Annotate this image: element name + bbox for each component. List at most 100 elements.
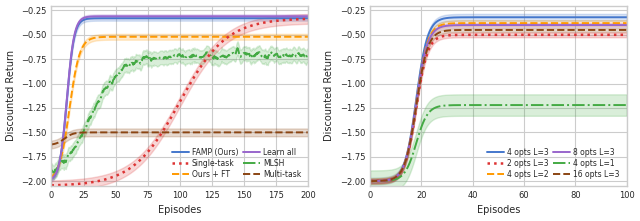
- 8 opts L=3: [622, 24, 630, 26]
- 8 opts L=3: [519, 24, 527, 26]
- 8 opts L=3: [488, 24, 496, 26]
- Line: Learn all: Learn all: [51, 16, 308, 179]
- MLSH: [234, 47, 241, 50]
- Y-axis label: Discounted Return: Discounted Return: [324, 50, 334, 141]
- 4 opts L=2: [519, 22, 527, 25]
- Learn all: [170, 15, 177, 18]
- 4 opts L=2: [490, 22, 497, 25]
- Line: Multi-task: Multi-task: [51, 132, 308, 145]
- 4 opts L=3: [366, 180, 374, 182]
- 16 opts L=3: [488, 29, 496, 31]
- Ours + FT: [186, 35, 194, 38]
- Single-task: [304, 18, 312, 20]
- Multi-task: [209, 131, 216, 134]
- Single-task: [186, 82, 194, 85]
- FAMP (Ours): [170, 17, 177, 20]
- 2 opts L=3: [616, 34, 624, 36]
- MLSH: [50, 171, 58, 174]
- Multi-task: [200, 131, 208, 134]
- Learn all: [298, 15, 306, 18]
- 4 opts L=2: [366, 180, 374, 182]
- Ours + FT: [171, 35, 179, 38]
- FAMP (Ours): [201, 17, 209, 20]
- 16 opts L=3: [505, 29, 513, 31]
- Single-task: [200, 61, 208, 63]
- 2 opts L=3: [519, 34, 527, 36]
- 16 opts L=3: [519, 29, 527, 31]
- Single-task: [171, 110, 179, 112]
- Ours + FT: [47, 176, 55, 178]
- 16 opts L=3: [366, 180, 374, 182]
- Ours + FT: [259, 35, 266, 38]
- 16 opts L=3: [577, 29, 584, 31]
- Legend: FAMP (Ours), Single-task, Ours + FT, Learn all, MLSH, Multi-task: FAMP (Ours), Single-task, Ours + FT, Lea…: [169, 145, 304, 182]
- MLSH: [259, 55, 267, 58]
- 8 opts L=3: [366, 180, 374, 182]
- 4 opts L=2: [623, 22, 630, 25]
- Learn all: [201, 15, 209, 18]
- FAMP (Ours): [186, 17, 194, 20]
- 4 opts L=2: [488, 22, 496, 25]
- Line: 4 opts L=1: 4 opts L=1: [370, 105, 627, 181]
- Learn all: [186, 15, 194, 18]
- 4 opts L=1: [505, 104, 513, 106]
- 4 opts L=3: [623, 16, 630, 19]
- Y-axis label: Discounted Return: Discounted Return: [6, 50, 15, 141]
- FAMP (Ours): [304, 17, 312, 20]
- Single-task: [47, 184, 55, 187]
- Multi-task: [186, 131, 194, 134]
- MLSH: [172, 54, 179, 57]
- 2 opts L=3: [490, 34, 497, 36]
- 16 opts L=3: [623, 29, 630, 31]
- Line: Single-task: Single-task: [51, 19, 308, 185]
- Ours + FT: [304, 35, 312, 38]
- 4 opts L=1: [490, 104, 497, 106]
- MLSH: [187, 55, 195, 58]
- 4 opts L=1: [623, 104, 630, 106]
- Ours + FT: [170, 35, 177, 38]
- 2 opts L=3: [577, 34, 584, 36]
- MLSH: [170, 54, 178, 57]
- Line: MLSH: MLSH: [51, 48, 308, 172]
- Ours + FT: [200, 35, 208, 38]
- FAMP (Ours): [47, 177, 55, 180]
- Multi-task: [304, 131, 312, 134]
- MLSH: [201, 54, 209, 56]
- Learn all: [259, 15, 266, 18]
- Line: 16 opts L=3: 16 opts L=3: [370, 30, 627, 181]
- 2 opts L=3: [622, 34, 630, 36]
- Line: 2 opts L=3: 2 opts L=3: [370, 35, 627, 181]
- FAMP (Ours): [171, 17, 179, 20]
- MLSH: [47, 169, 55, 171]
- Line: 8 opts L=3: 8 opts L=3: [370, 25, 627, 181]
- 4 opts L=1: [366, 180, 374, 183]
- 8 opts L=3: [490, 24, 497, 26]
- FAMP (Ours): [259, 17, 266, 20]
- Single-task: [258, 22, 266, 24]
- Ours + FT: [298, 35, 306, 38]
- X-axis label: Episodes: Episodes: [158, 206, 202, 215]
- Learn all: [47, 177, 55, 180]
- Line: FAMP (Ours): FAMP (Ours): [51, 18, 308, 179]
- 4 opts L=3: [519, 16, 527, 19]
- 8 opts L=3: [505, 24, 513, 26]
- Multi-task: [298, 131, 306, 134]
- MLSH: [299, 53, 307, 56]
- 4 opts L=1: [488, 104, 496, 106]
- 4 opts L=2: [622, 22, 630, 25]
- Multi-task: [170, 131, 177, 134]
- 2 opts L=3: [505, 34, 513, 36]
- X-axis label: Episodes: Episodes: [477, 206, 520, 215]
- MLSH: [304, 54, 312, 57]
- 4 opts L=1: [519, 104, 527, 106]
- 2 opts L=3: [623, 34, 630, 36]
- 4 opts L=1: [622, 104, 630, 106]
- 4 opts L=3: [616, 16, 624, 19]
- Ours + FT: [254, 35, 262, 38]
- 8 opts L=3: [623, 24, 630, 26]
- FAMP (Ours): [298, 17, 306, 20]
- 4 opts L=2: [577, 22, 584, 25]
- 4 opts L=3: [622, 16, 630, 19]
- 8 opts L=3: [577, 24, 584, 26]
- Line: 4 opts L=2: 4 opts L=2: [370, 23, 627, 181]
